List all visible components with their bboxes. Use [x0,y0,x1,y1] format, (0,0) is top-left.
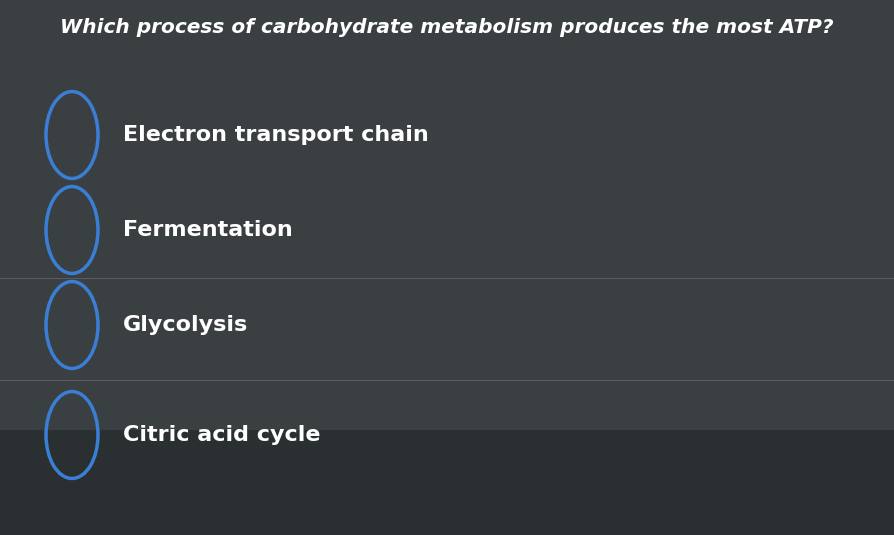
Text: Electron transport chain: Electron transport chain [123,125,429,145]
Text: Fermentation: Fermentation [123,220,292,240]
Text: Which process of carbohydrate metabolism produces the most ATP?: Which process of carbohydrate metabolism… [60,18,834,37]
Text: Citric acid cycle: Citric acid cycle [123,425,321,445]
FancyBboxPatch shape [0,430,894,535]
Text: Glycolysis: Glycolysis [123,315,249,335]
